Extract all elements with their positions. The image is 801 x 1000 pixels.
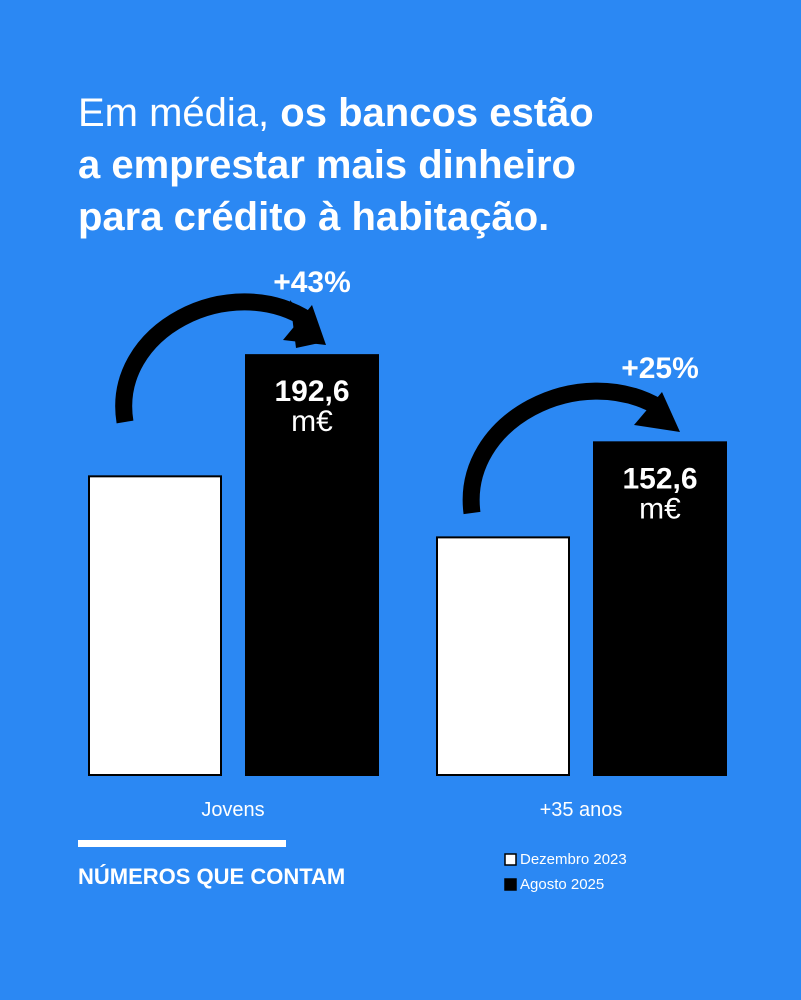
annotation: +43% xyxy=(273,266,351,299)
bar xyxy=(88,475,222,776)
annotation: +25% xyxy=(621,352,699,385)
legend-label: Agosto 2025 xyxy=(520,876,604,893)
chart-title: Em média, os bancos estão xyxy=(78,91,594,135)
title-bold: os bancos estão xyxy=(280,91,593,135)
value-unit: m€ xyxy=(639,492,681,525)
chart-title: a emprestar mais dinheiro xyxy=(78,143,576,187)
bar xyxy=(436,536,570,776)
legend-swatch xyxy=(504,853,517,866)
value-label: 152,6 xyxy=(622,462,697,495)
bar xyxy=(593,441,727,776)
arrow xyxy=(115,293,326,424)
bar xyxy=(245,354,379,776)
legend-label: Dezembro 2023 xyxy=(520,851,627,868)
title-regular: Em média, xyxy=(78,91,269,135)
footer-rule xyxy=(78,840,286,847)
x-tick-label: Jovens xyxy=(201,799,264,821)
arrow xyxy=(462,382,680,515)
value-label: 192,6 xyxy=(274,375,349,408)
x-tick-label: +35 anos xyxy=(540,799,623,821)
value-unit: m€ xyxy=(291,405,333,438)
chart-title: para crédito à habitação. xyxy=(78,195,549,239)
footer-brand: NÚMEROS QUE CONTAM xyxy=(78,864,345,889)
legend-swatch xyxy=(504,878,517,891)
